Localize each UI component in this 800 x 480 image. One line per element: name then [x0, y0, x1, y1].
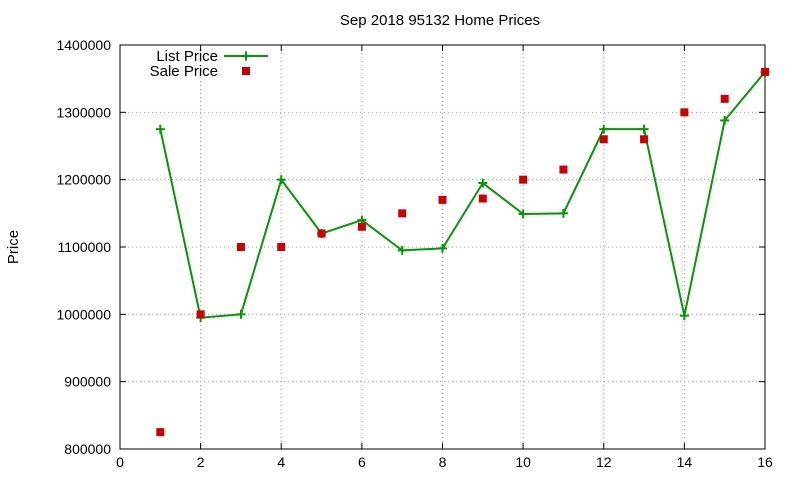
list-price-point	[599, 124, 609, 134]
x-tick-label: 0	[116, 454, 124, 470]
list-price-point	[639, 124, 649, 134]
chart-title: Sep 2018 95132 Home Prices	[340, 12, 540, 29]
sale-price-point	[156, 428, 165, 437]
sale-price-point	[680, 108, 689, 117]
sale-price-point	[236, 243, 245, 251]
sale-price-point	[559, 165, 568, 174]
sale-price-point	[519, 175, 528, 184]
grid-lines	[120, 45, 765, 449]
sale-price-point	[599, 135, 608, 144]
list-price-point	[518, 209, 528, 219]
y-tick-label: 1100000	[58, 239, 112, 255]
x-tick-label: 14	[677, 454, 693, 470]
legend-sale-price-marker	[242, 67, 250, 75]
y-tick-label: 1400000	[56, 37, 111, 53]
x-tick-label: 10	[515, 454, 531, 470]
sale-price-point	[478, 194, 487, 203]
sale-price-point	[438, 195, 447, 204]
sale-price-point	[761, 67, 769, 76]
legend-label: Sale Price	[150, 63, 218, 80]
legend-list-price-marker	[241, 51, 251, 61]
x-tick-label: 4	[277, 454, 285, 470]
list-price-point	[558, 208, 568, 218]
axis-ticks: 0 2 4 6 8 10 12 14 16 800000 900000 1000000 1100000 1…	[56, 37, 773, 470]
y-tick-label: 900000	[64, 374, 111, 390]
x-tick-label: 2	[197, 454, 205, 470]
sale-price-point	[398, 209, 407, 218]
y-tick-label: 1200000	[56, 172, 111, 188]
series-layer	[155, 67, 770, 437]
list-price-point	[236, 309, 246, 319]
legend-label: List Price	[156, 48, 218, 65]
sale-price-point	[196, 310, 205, 319]
sale-price-point	[720, 94, 729, 103]
x-tick-label: 6	[358, 454, 366, 470]
x-tick-label: 12	[596, 454, 612, 470]
list-price-point	[679, 311, 689, 321]
sale-price-point	[640, 135, 649, 144]
x-tick-label: 8	[439, 454, 447, 470]
y-tick-label: 1000000	[56, 306, 111, 322]
list-price-point	[720, 115, 730, 125]
list-price-point	[438, 243, 447, 253]
list-price-point	[155, 124, 165, 134]
sale-price-point	[357, 222, 366, 231]
sale-price-point	[277, 243, 286, 251]
list-price-point	[397, 245, 407, 255]
y-tick-label: 1300000	[56, 104, 111, 120]
sale-price-point	[317, 229, 326, 238]
list-price-point	[276, 175, 286, 185]
list-price-line	[159, 71, 766, 319]
y-tick-label: 800000	[64, 441, 111, 457]
list-price-point	[478, 178, 488, 188]
y-axis-label: Price	[5, 230, 22, 264]
x-tick-label: 16	[757, 454, 773, 470]
